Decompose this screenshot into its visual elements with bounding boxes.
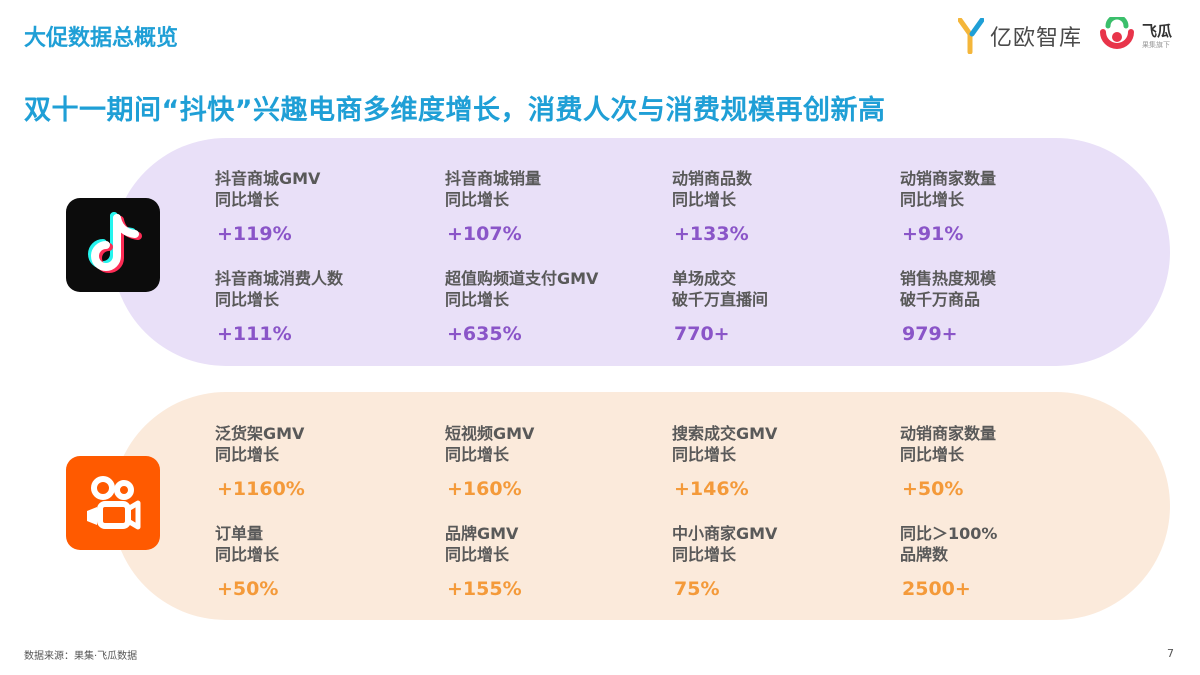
stat-label: 品牌GMV	[445, 524, 519, 543]
yiou-mark-icon	[957, 17, 985, 55]
stat-label: 抖音商城消费人数	[215, 269, 344, 288]
stat-label: 中小商家GMV	[672, 524, 778, 543]
stat-value: +133%	[674, 223, 749, 245]
feigua-mark-icon	[1098, 14, 1136, 55]
yiou-logo-text: 亿欧智库	[989, 26, 1082, 51]
feigua-logo-text: 飞瓜	[1141, 21, 1172, 40]
stat-label: 订单量	[215, 524, 264, 543]
stat-value: +155%	[447, 578, 522, 600]
stat-label: 同比增长	[215, 445, 280, 464]
stat-value: 770+	[674, 323, 730, 345]
kuaishou-stat-video-gmv: 短视频GMV 同比增长 +160%	[445, 423, 655, 500]
stat-label: 抖音商城销量	[445, 169, 542, 188]
stat-label: 同比增长	[215, 190, 280, 209]
stat-label: 同比增长	[672, 190, 737, 209]
stat-label: 破千万直播间	[672, 290, 769, 309]
stat-label: 同比增长	[445, 445, 510, 464]
stat-value: +111%	[217, 323, 292, 345]
stat-value: +119%	[217, 223, 292, 245]
kuaishou-stat-sme-gmv: 中小商家GMV 同比增长 75%	[672, 523, 882, 600]
kuaishou-stat-shelf-gmv: 泛货架GMV 同比增长 +1160%	[215, 423, 425, 500]
stat-label: 泛货架GMV	[215, 424, 305, 443]
stat-label: 销售热度规模	[900, 269, 997, 288]
stat-value: +160%	[447, 478, 522, 500]
data-source-note: 数据来源：果集·飞瓜数据	[24, 651, 138, 662]
brand-logos: 亿欧智库 飞瓜 果集旗下	[957, 14, 1172, 58]
feigua-logo-subtext: 果集旗下	[1141, 40, 1170, 49]
feigua-logo: 飞瓜 果集旗下	[1098, 14, 1172, 55]
kuaishou-stat-brand-count: 同比＞100% 品牌数 2500+	[900, 523, 1110, 600]
douyin-stat-live-rooms: 单场成交 破千万直播间 770+	[672, 268, 882, 345]
headline: 双十一期间“抖快”兴趣电商多维度增长，消费人次与消费规模再创新高	[24, 95, 886, 126]
stat-value: +50%	[902, 478, 964, 500]
stat-label: 动销商品数	[672, 169, 753, 188]
stat-value: 75%	[674, 578, 720, 600]
stat-value: +635%	[447, 323, 522, 345]
page-number: 7	[1167, 647, 1174, 660]
stat-label: 同比增长	[215, 545, 280, 564]
stat-label: 同比＞100%	[900, 524, 998, 543]
stat-label: 同比增长	[672, 445, 737, 464]
douyin-stat-hot-products: 销售热度规模 破千万商品 979+	[900, 268, 1110, 345]
stat-label: 破千万商品	[900, 290, 981, 309]
kuaishou-stat-orders: 订单量 同比增长 +50%	[215, 523, 425, 600]
stat-label: 搜索成交GMV	[672, 424, 778, 443]
kuaishou-stat-brand-gmv: 品牌GMV 同比增长 +155%	[445, 523, 655, 600]
kuaishou-stat-active-merchants: 动销商家数量 同比增长 +50%	[900, 423, 1110, 500]
section-title: 大促数据总概览	[24, 26, 179, 51]
stat-value: +146%	[674, 478, 749, 500]
stat-label: 短视频GMV	[445, 424, 535, 443]
stat-value: +50%	[217, 578, 279, 600]
kuaishou-icon	[66, 456, 160, 550]
stat-label: 同比增长	[215, 290, 280, 309]
stat-value: +1160%	[217, 478, 305, 500]
stat-label: 同比增长	[672, 545, 737, 564]
douyin-stat-consumers: 抖音商城消费人数 同比增长 +111%	[215, 268, 425, 345]
stat-label: 动销商家数量	[900, 424, 997, 443]
douyin-stat-active-merchants: 动销商家数量 同比增长 +91%	[900, 168, 1110, 245]
stat-value: +91%	[902, 223, 964, 245]
stat-value: 979+	[902, 323, 958, 345]
stat-value: 2500+	[902, 578, 971, 600]
stat-label: 品牌数	[900, 545, 949, 564]
kuaishou-stats-panel	[112, 392, 1170, 620]
stat-label: 同比增长	[900, 190, 965, 209]
stat-value: +107%	[447, 223, 522, 245]
douyin-stat-active-products: 动销商品数 同比增长 +133%	[672, 168, 882, 245]
stat-label: 同比增长	[900, 445, 965, 464]
kuaishou-stat-search-gmv: 搜索成交GMV 同比增长 +146%	[672, 423, 882, 500]
stat-label: 抖音商城GMV	[215, 169, 321, 188]
stat-label: 单场成交	[672, 269, 737, 288]
stat-label: 动销商家数量	[900, 169, 997, 188]
stat-label: 超值购频道支付GMV	[445, 269, 599, 288]
stat-label: 同比增长	[445, 545, 510, 564]
stat-label: 同比增长	[445, 290, 510, 309]
stat-label: 同比增长	[445, 190, 510, 209]
yiou-logo: 亿欧智库	[957, 17, 1082, 55]
douyin-stats-panel	[112, 138, 1170, 366]
tiktok-icon	[66, 198, 160, 292]
douyin-stat-value-channel-gmv: 超值购频道支付GMV 同比增长 +635%	[445, 268, 655, 345]
douyin-stat-mall-gmv: 抖音商城GMV 同比增长 +119%	[215, 168, 425, 245]
douyin-stat-mall-sales: 抖音商城销量 同比增长 +107%	[445, 168, 655, 245]
